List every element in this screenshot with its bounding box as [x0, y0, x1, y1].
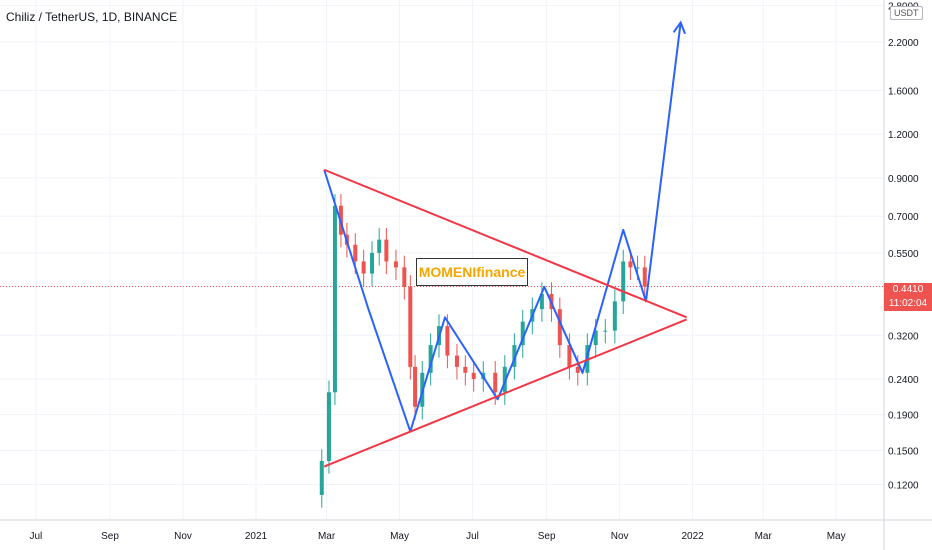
y-tick-label: 1.6000 — [888, 86, 919, 97]
candle-body — [557, 309, 562, 346]
chart-title: Chiliz / TetherUS, 1D, BINANCE — [6, 10, 178, 24]
y-tick-label: 2.2000 — [888, 38, 919, 49]
candle-body — [353, 244, 358, 262]
candle-body — [319, 461, 324, 495]
candle-body — [575, 366, 580, 373]
x-tick-label: 2022 — [681, 531, 704, 542]
candle-body — [370, 252, 375, 274]
y-tick-label: 0.7000 — [888, 212, 919, 223]
x-tick-label: Jul — [466, 531, 479, 542]
y-tick-label: 1.2000 — [888, 130, 919, 141]
y-tick-label: 0.5500 — [888, 249, 919, 260]
y-tick-label: 0.3200 — [888, 331, 919, 342]
candle-body — [593, 330, 598, 346]
x-tick-label: Jul — [29, 531, 42, 542]
y-tick-label: 0.2400 — [888, 375, 919, 386]
candle-body — [621, 261, 626, 302]
candle-body — [463, 366, 468, 373]
candle-body — [642, 267, 647, 287]
candle-body — [408, 286, 413, 367]
pattern-path — [323, 22, 682, 433]
x-tick-label: Nov — [174, 531, 192, 542]
candle-body — [402, 267, 407, 287]
triangle-upper-line — [323, 168, 688, 319]
x-tick-label: Sep — [101, 531, 119, 542]
y-tick-label: 0.1200 — [888, 480, 919, 491]
candle-body — [567, 345, 572, 367]
candle-body — [512, 345, 517, 367]
candle-body — [413, 366, 418, 407]
arrow-head — [672, 20, 686, 35]
candle-body — [332, 205, 337, 393]
candle-body — [493, 372, 498, 393]
last-price-label: 0.4410 — [884, 283, 932, 297]
x-tick-label: Mar — [755, 531, 773, 542]
candle-body — [628, 261, 633, 268]
candle-body — [384, 239, 389, 262]
x-tick-label: 2021 — [245, 531, 268, 542]
x-tick-label: Sep — [538, 531, 556, 542]
candle-body — [445, 326, 450, 356]
triangle-lower-line — [323, 318, 688, 468]
candle-body — [603, 330, 608, 332]
x-tick-label: Mar — [318, 531, 336, 542]
y-tick-label: 0.9000 — [888, 174, 919, 185]
x-tick-label: Nov — [611, 531, 629, 542]
x-tick-label: May — [390, 531, 409, 542]
candle-body — [361, 261, 366, 274]
y-tick-label: 0.1500 — [888, 447, 919, 458]
candle-body — [471, 372, 476, 380]
candle-body — [539, 293, 544, 310]
candle-body — [377, 239, 382, 253]
candle-body — [428, 345, 433, 373]
candle-body — [454, 355, 459, 367]
candle-body — [520, 321, 525, 346]
currency-badge[interactable]: USDT — [890, 6, 923, 20]
x-tick-label: May — [827, 531, 846, 542]
candle-body — [612, 301, 617, 331]
candle-body — [393, 261, 398, 268]
candle-countdown-label: 11:02:04 — [884, 297, 932, 311]
candle-body — [635, 267, 640, 269]
candle-body — [326, 392, 331, 462]
y-tick-label: 0.1900 — [888, 411, 919, 422]
watermark-label: MOMENIfinance — [416, 258, 528, 286]
